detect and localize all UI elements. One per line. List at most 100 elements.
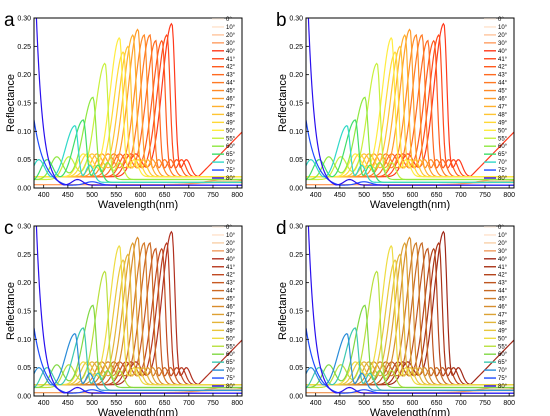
- legend-label: 75°: [226, 376, 236, 382]
- legend-label: 45°: [226, 297, 236, 303]
- legend-label: 50°: [498, 128, 508, 134]
- legend-label: 41°: [498, 265, 508, 271]
- series-line-50deg: [306, 36, 514, 178]
- y-tick-label: 0.20: [17, 280, 31, 287]
- legend-label: 60°: [498, 144, 508, 150]
- series-line-50deg: [34, 36, 242, 178]
- x-axis-title: Wavelength(nm): [370, 199, 450, 211]
- x-tick-label: 800: [503, 400, 515, 407]
- y-tick-label: 0.00: [289, 186, 303, 193]
- y-tick-label: 0.05: [289, 157, 303, 164]
- legend-label: 65°: [498, 152, 508, 158]
- legend-label: 42°: [498, 65, 508, 71]
- x-tick-label: 500: [358, 192, 370, 199]
- series-line-80deg: [35, 18, 242, 186]
- legend-label: 30°: [226, 41, 236, 47]
- x-tick-label: 700: [455, 192, 467, 199]
- y-tick-label: 0.00: [289, 394, 303, 401]
- legend-label: 0°: [226, 225, 232, 231]
- x-tick-label: 450: [334, 192, 346, 199]
- x-tick-label: 800: [503, 192, 515, 199]
- y-tick-label: 0.15: [17, 101, 31, 108]
- x-tick-label: 750: [479, 192, 491, 199]
- legend-label: 45°: [498, 297, 508, 303]
- panel-b: b 400 450 500 550 600 650 700 750 800 0.00 0.05 0.10…: [276, 10, 515, 211]
- series-line-70deg: [34, 333, 242, 391]
- x-tick-label: 750: [207, 400, 219, 407]
- x-tick-label: 400: [38, 192, 50, 199]
- x-tick-label: 550: [382, 192, 394, 199]
- y-axis-title: Reflectance: [277, 282, 289, 340]
- x-tick-label: 550: [110, 400, 122, 407]
- x-tick-label: 400: [38, 400, 50, 407]
- series-line-60deg: [306, 304, 514, 389]
- y-tick-label: 0.05: [289, 365, 303, 372]
- y-tick-label: 0.25: [289, 252, 303, 259]
- x-tick-label: 700: [183, 192, 195, 199]
- series-line-80deg: [307, 226, 514, 394]
- legend-label: 44°: [226, 81, 236, 87]
- legend: 0° 10° 20° 30° 40° 41° 42° 43° 44° 45° 46°47° 48° 49…: [484, 225, 508, 390]
- legend-label: 20°: [226, 33, 236, 39]
- legend-label: 44°: [498, 81, 508, 87]
- legend-label: 48°: [498, 112, 508, 118]
- legend-label: 10°: [226, 233, 236, 239]
- x-axis-title: Wavelength(nm): [98, 407, 178, 416]
- x-tick-label: 650: [431, 192, 443, 199]
- legend-label: 45°: [498, 89, 508, 95]
- x-tick-label: 800: [231, 400, 243, 407]
- legend-label: 50°: [226, 336, 236, 342]
- series-line-60deg: [34, 304, 242, 389]
- legend-label: 44°: [498, 289, 508, 295]
- series-line-70deg: [34, 125, 242, 183]
- series-line-50deg: [306, 244, 514, 386]
- legend: 0° 10° 20° 30° 40° 41° 42° 43° 44° 45° 46°47° 48° 49…: [212, 225, 236, 390]
- series-group: [34, 226, 242, 394]
- series-line-70deg: [306, 333, 514, 391]
- legend-label: 10°: [498, 25, 508, 31]
- x-tick-label: 600: [135, 192, 147, 199]
- legend-label: 60°: [498, 352, 508, 358]
- y-tick-label: 0.30: [17, 16, 31, 23]
- legend-label: 60°: [226, 352, 236, 358]
- y-tick-label: 0.15: [289, 309, 303, 316]
- x-tick-label: 800: [231, 192, 243, 199]
- legend-label: 40°: [498, 257, 508, 263]
- x-tick-label: 500: [86, 192, 98, 199]
- series-line-50deg: [34, 244, 242, 386]
- legend-label: 30°: [226, 249, 236, 255]
- legend-label: 41°: [226, 265, 236, 271]
- legend-label: 49°: [226, 328, 236, 334]
- legend-label: 47°: [226, 104, 236, 110]
- y-tick-label: 0.25: [289, 44, 303, 51]
- y-tick-label: 0.20: [17, 72, 31, 79]
- legend-label: 49°: [226, 120, 236, 126]
- x-axis-title: Wavelength(nm): [98, 199, 178, 211]
- x-tick-label: 550: [110, 192, 122, 199]
- legend-label: 70°: [226, 160, 236, 166]
- legend-label: 47°: [498, 104, 508, 110]
- y-tick-label: 0.30: [289, 224, 303, 231]
- legend-label: 47°: [498, 312, 508, 318]
- y-tick-label: 0.00: [17, 394, 31, 401]
- x-tick-label: 450: [62, 400, 74, 407]
- x-tick-label: 600: [407, 192, 419, 199]
- panel-letter: a: [4, 10, 15, 31]
- x-tick-label: 700: [455, 400, 467, 407]
- legend-label: 41°: [498, 57, 508, 63]
- legend-label: 46°: [226, 305, 236, 311]
- y-axis-title: Reflectance: [5, 74, 17, 132]
- x-tick-label: 550: [382, 400, 394, 407]
- legend-label: 48°: [226, 112, 236, 118]
- x-tick-label: 450: [62, 192, 74, 199]
- legend-label: 30°: [498, 41, 508, 47]
- series-line-60deg: [34, 96, 242, 181]
- legend-label: 0°: [498, 225, 504, 231]
- panel-letter: c: [4, 218, 14, 239]
- y-tick-label: 0.05: [17, 157, 31, 164]
- legend-label: 65°: [226, 152, 236, 158]
- legend: 0° 10° 20° 30° 40° 41° 42° 43° 44° 45° 46°47° 48° 49…: [484, 17, 508, 182]
- y-tick-label: 0.05: [17, 365, 31, 372]
- legend-label: 20°: [498, 33, 508, 39]
